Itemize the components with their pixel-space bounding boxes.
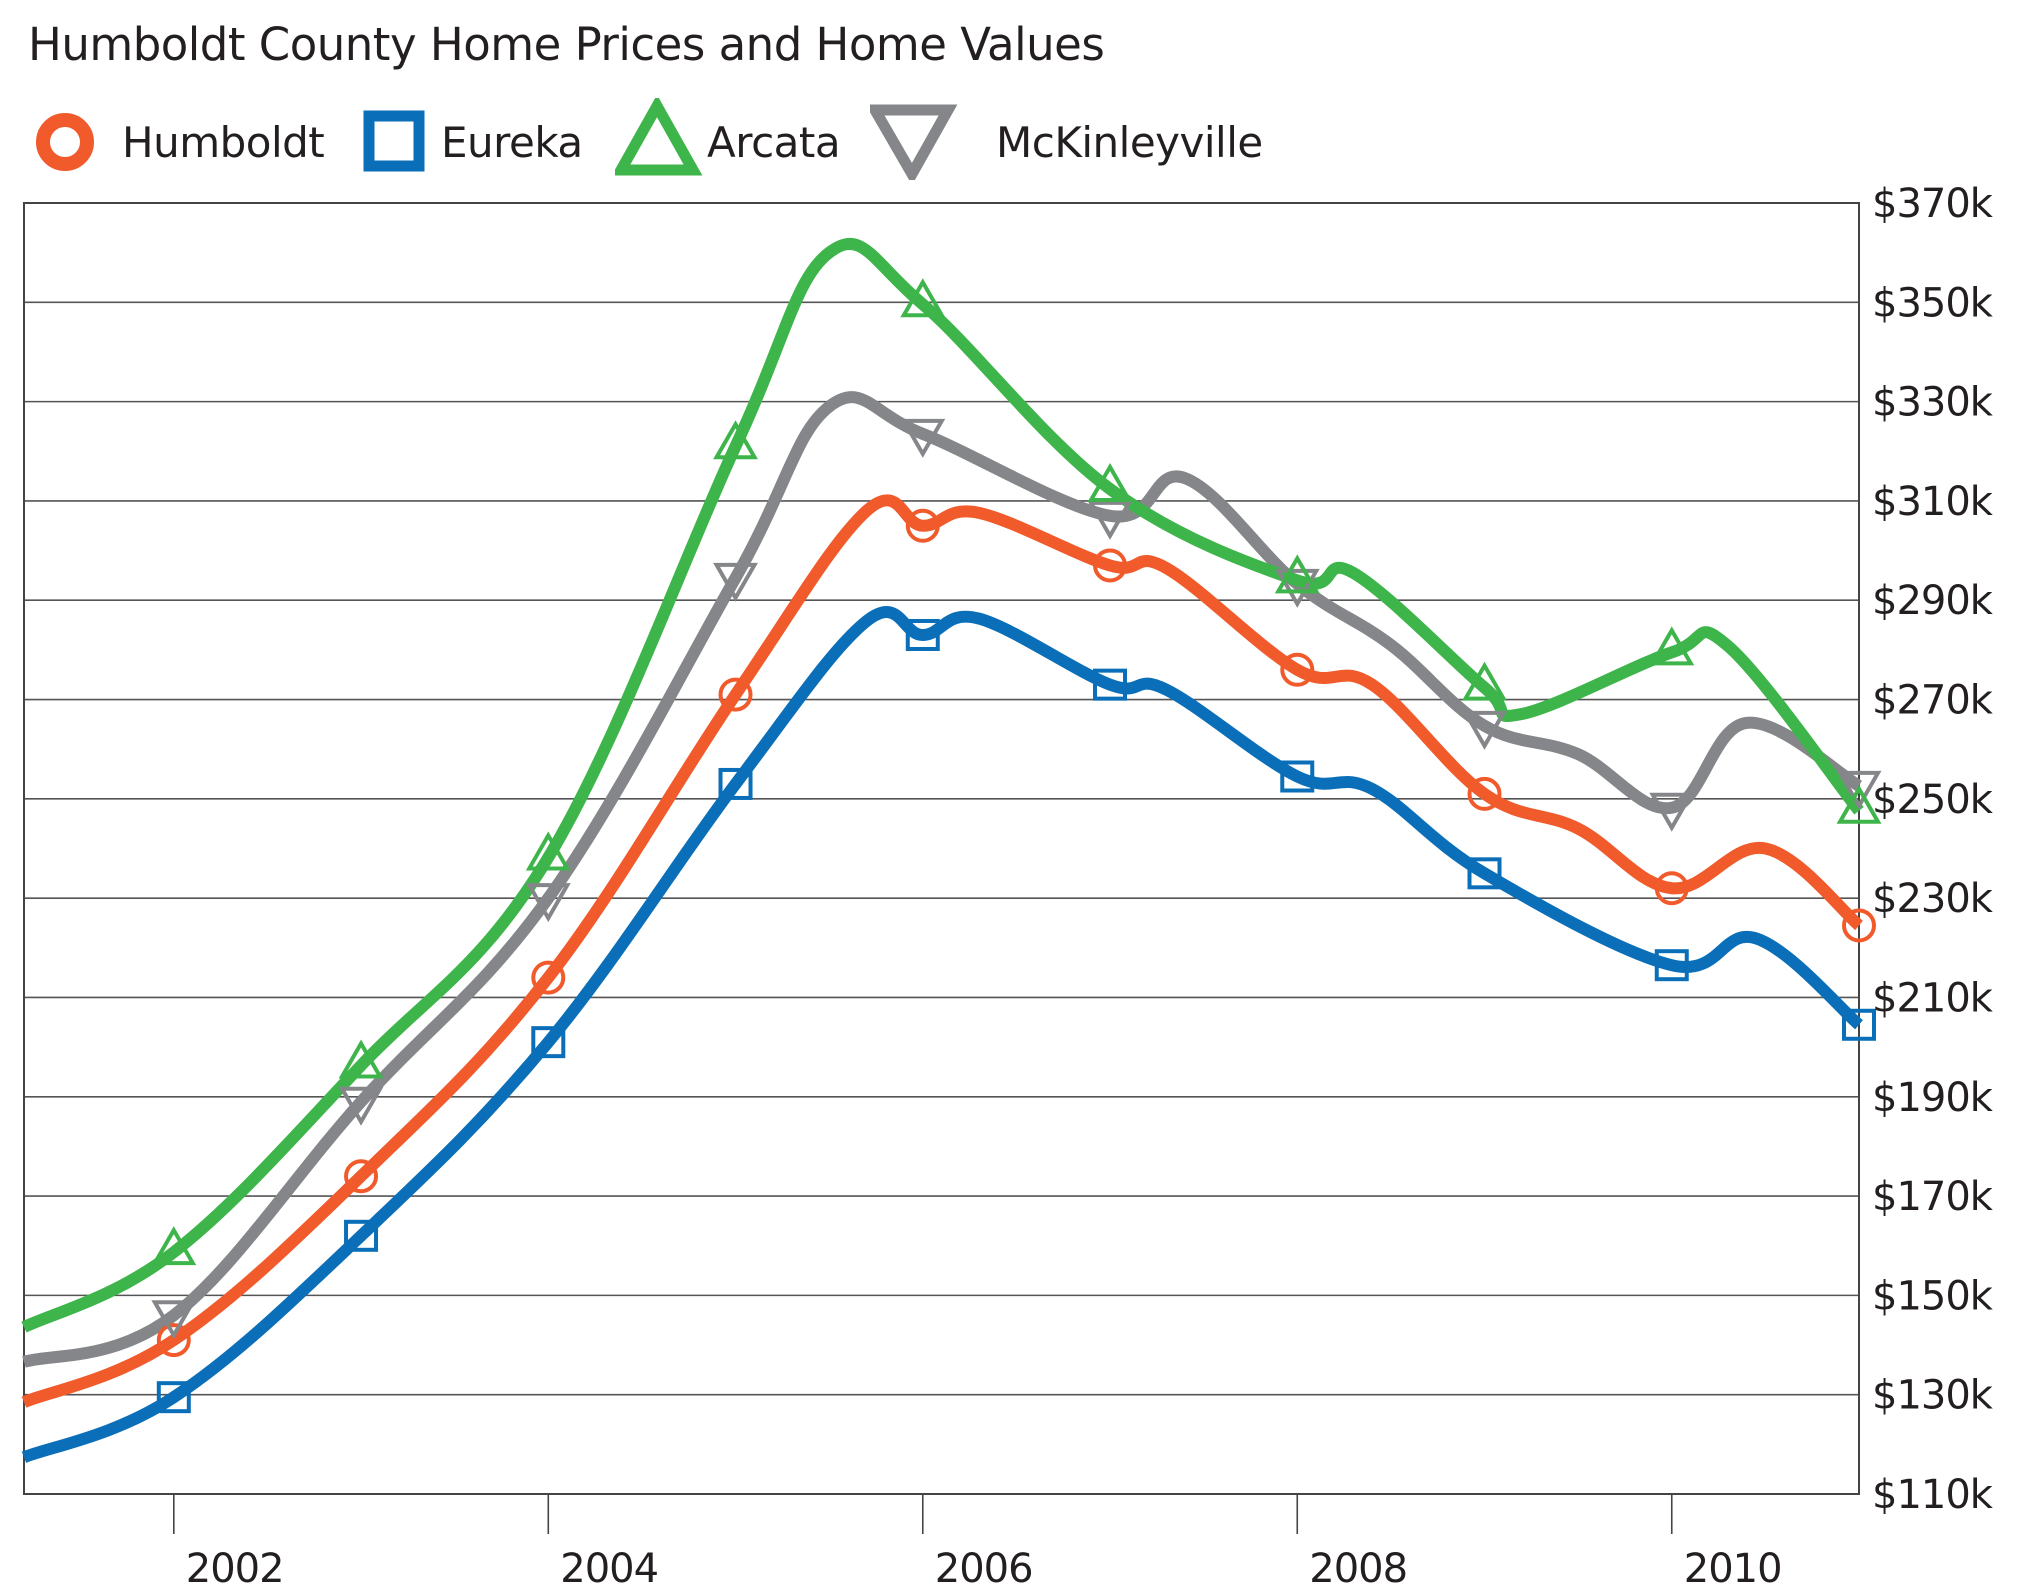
square-marker-icon — [363, 110, 425, 172]
y-tick-label: $150k — [1872, 1273, 1994, 1319]
data-point-arcata — [1274, 554, 1320, 594]
data-point-eureka — [1467, 857, 1502, 890]
legend-label: Humboldt — [122, 118, 325, 167]
data-point-arcata — [1836, 784, 1882, 824]
series-line-arcata — [21, 237, 1864, 1333]
legend-swatch-eureka — [363, 110, 425, 172]
data-point-eureka — [1654, 949, 1689, 982]
data-point-humboldt — [1842, 908, 1876, 943]
data-point-humboldt — [156, 1323, 191, 1358]
y-tick-label: $250k — [1872, 777, 1994, 823]
x-tick-label: 2006 — [935, 1546, 1033, 1592]
legend-swatch-arcata — [615, 98, 703, 176]
legend-label: McKinleyville — [996, 118, 1263, 167]
data-point-humboldt — [718, 677, 753, 712]
y-tick-label: $110k — [1872, 1472, 1994, 1518]
series — [21, 237, 1864, 1463]
data-point-mckinleyville — [338, 1086, 384, 1126]
data-point-eureka — [1093, 668, 1128, 701]
y-tick-label: $290k — [1872, 578, 1994, 624]
data-point-eureka — [156, 1381, 191, 1414]
y-tick-label: $330k — [1872, 380, 1994, 426]
data-point-humboldt — [531, 960, 566, 995]
data-point-arcata — [900, 278, 946, 318]
data-point-arcata — [338, 1039, 384, 1079]
data-point-humboldt — [1093, 548, 1128, 583]
series-line-humboldt — [21, 494, 1863, 1408]
data-point-mckinleyville — [1274, 568, 1320, 608]
data-point-arcata — [713, 420, 758, 460]
data-point-arcata — [525, 831, 571, 871]
data-point-humboldt — [344, 1159, 379, 1194]
data-point-eureka — [531, 1026, 566, 1059]
legend-label: Eureka — [441, 118, 583, 167]
legend-swatch-mckinleyville — [870, 104, 958, 180]
data-point-mckinleyville — [713, 562, 758, 602]
data-point-arcata — [1087, 462, 1133, 503]
legend-label: Arcata — [707, 118, 841, 167]
data-point-eureka — [1842, 1008, 1876, 1041]
y-tick-label: $270k — [1872, 678, 1994, 724]
y-tick-label: $170k — [1872, 1174, 1994, 1220]
data-point-arcata — [151, 1226, 197, 1266]
y-tick-label: $190k — [1872, 1075, 1994, 1121]
tick-labels: $110k $130k $150k $170k $190k $210k $230k $250k… — [186, 181, 1995, 1592]
triangle-up-marker-icon — [615, 98, 703, 176]
y-tick-label: $310k — [1872, 479, 1994, 525]
data-point-humboldt — [1280, 652, 1315, 687]
markers — [151, 278, 1882, 1414]
data-point-eureka — [344, 1219, 379, 1252]
data-point-arcata — [1649, 626, 1695, 666]
triangle-down-marker-icon — [870, 104, 958, 180]
axes — [23, 202, 1860, 1534]
y-tick-label: $230k — [1872, 876, 1994, 922]
chart-title: Humboldt County Home Prices and Home Val… — [28, 18, 1105, 71]
y-tick-label: $350k — [1872, 280, 1994, 326]
y-tick-label: $370k — [1872, 181, 1994, 227]
data-point-mckinleyville — [1836, 770, 1882, 810]
data-point-mckinleyville — [525, 883, 571, 923]
data-point-mckinleyville — [1649, 792, 1695, 832]
y-tick-label: $210k — [1872, 975, 1994, 1021]
x-tick-label: 2008 — [1309, 1546, 1407, 1592]
data-point-mckinleyville — [1462, 710, 1507, 750]
data-point-mckinleyville — [151, 1300, 197, 1340]
x-tick-label: 2004 — [560, 1546, 658, 1592]
data-point-eureka — [905, 618, 940, 651]
data-point-arcata — [1462, 661, 1507, 701]
data-point-mckinleyville — [1087, 500, 1133, 540]
series-line-mckinleyville — [22, 391, 1863, 1368]
data-point-mckinleyville — [900, 418, 946, 458]
x-tick-label: 2010 — [1684, 1546, 1782, 1592]
data-point-humboldt — [905, 508, 940, 543]
data-point-eureka — [718, 767, 753, 800]
data-point-humboldt — [1467, 776, 1502, 811]
circle-marker-icon — [36, 113, 94, 171]
y-tick-label: $130k — [1872, 1373, 1994, 1419]
plot-frame — [23, 202, 1860, 1495]
data-point-eureka — [1280, 760, 1315, 793]
series-line-eureka — [21, 606, 1863, 1463]
legend-swatch-humboldt — [36, 113, 94, 171]
x-tick-label: 2002 — [186, 1546, 284, 1592]
data-point-humboldt — [1654, 871, 1689, 906]
